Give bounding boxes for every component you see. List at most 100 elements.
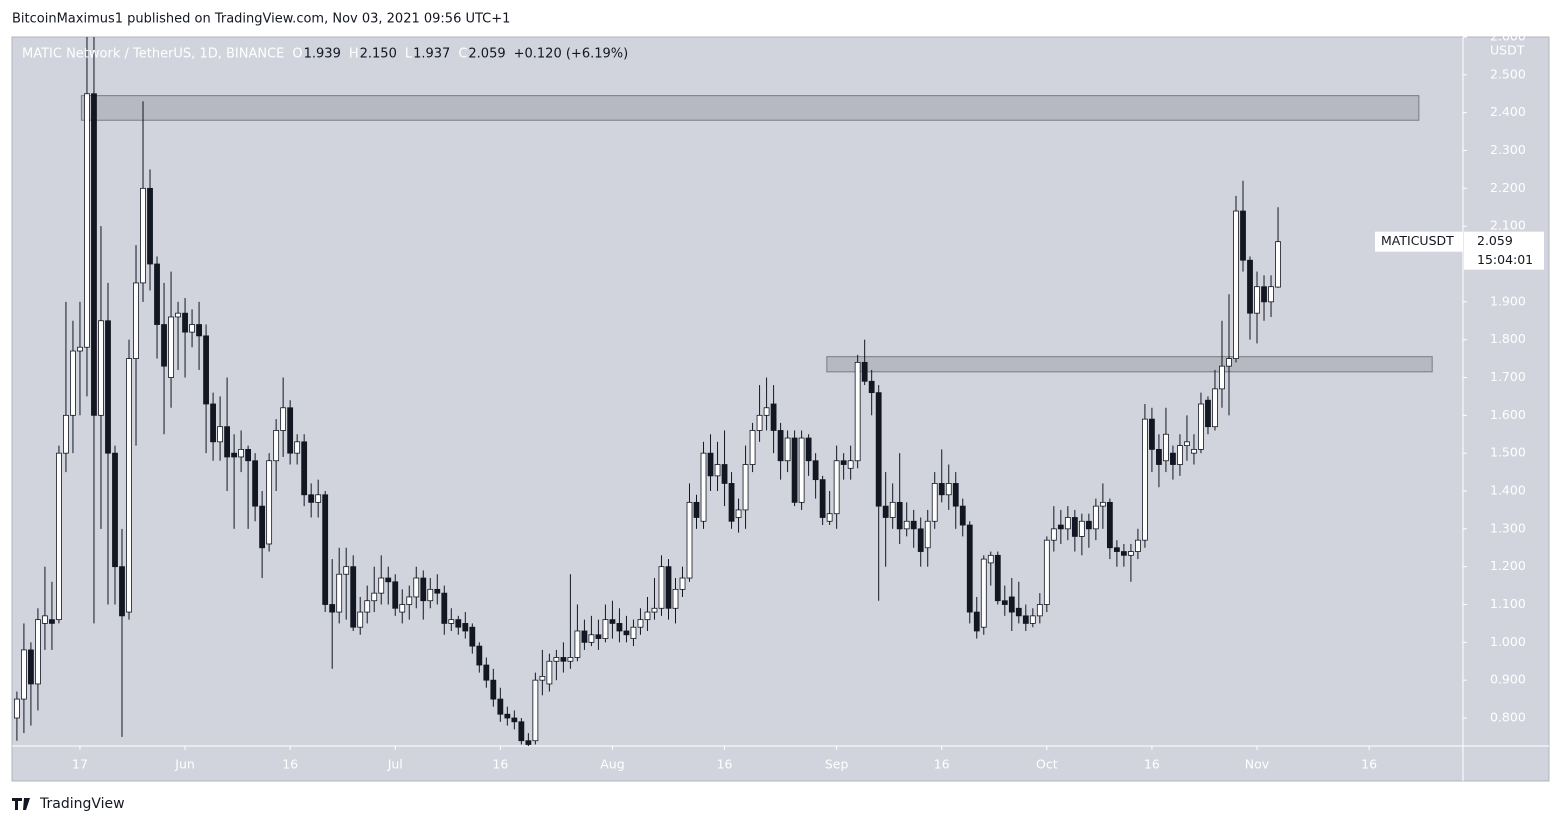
candle-body xyxy=(728,483,735,522)
axis-unit: USDT xyxy=(1490,43,1525,58)
candle-body xyxy=(77,346,83,352)
candle-body xyxy=(161,324,167,367)
candle-body xyxy=(357,611,364,628)
candle-body xyxy=(763,407,770,416)
candle-body xyxy=(112,452,118,568)
candle-body xyxy=(889,501,896,518)
x-tick-label: Jul xyxy=(387,757,403,772)
candle-body xyxy=(182,312,188,333)
x-tick-label: 16 xyxy=(282,757,298,772)
ohlc-value: 2.059 xyxy=(468,47,505,62)
candle-body xyxy=(259,505,266,549)
candle-body xyxy=(560,657,567,662)
candle-body xyxy=(945,483,952,496)
candle-body xyxy=(350,566,357,628)
candle-body xyxy=(721,464,728,484)
candle-body xyxy=(42,615,48,624)
candle-body xyxy=(651,607,658,613)
candle-body xyxy=(1156,448,1162,465)
y-tick-label: 1.400 xyxy=(1490,483,1526,498)
candle-body xyxy=(742,464,749,511)
candle-body xyxy=(616,623,623,632)
candle-body xyxy=(770,403,777,431)
candle-body xyxy=(1219,365,1225,390)
y-tick-label: 0.800 xyxy=(1490,710,1526,725)
x-tick-label: Aug xyxy=(600,757,624,772)
candle-body xyxy=(714,464,721,477)
y-tick-label: 2.600 xyxy=(1490,29,1526,44)
candle-body xyxy=(749,430,756,465)
y-tick-label: 1.900 xyxy=(1490,293,1526,308)
candle-body xyxy=(1120,551,1127,556)
ohlc-legend: O 1.939 H 2.150 L 1.937 C 2.059 +0.120 (+6.19%) xyxy=(292,47,628,62)
candle-body xyxy=(196,324,202,337)
candle-body xyxy=(63,414,69,454)
candle-body xyxy=(693,501,700,518)
y-tick-label: 2.100 xyxy=(1490,218,1526,233)
resistance-zone xyxy=(826,356,1433,373)
chart-frame xyxy=(11,36,1550,782)
price-change: +0.120 (+6.19%) xyxy=(514,47,629,62)
candle-body xyxy=(1268,286,1274,303)
candle-body xyxy=(1078,520,1085,537)
candle-body xyxy=(49,619,55,624)
y-tick-label: 1.600 xyxy=(1490,407,1526,422)
candle-body xyxy=(777,430,784,462)
candle-body xyxy=(1071,517,1078,537)
ohlc-value: 1.937 xyxy=(413,47,450,62)
candle-body xyxy=(462,623,469,632)
candle-body xyxy=(980,558,987,628)
candle-body xyxy=(1092,505,1099,530)
candle-body xyxy=(595,634,602,639)
x-tick-label: 16 xyxy=(492,757,508,772)
candle-body xyxy=(1015,607,1022,617)
y-tick-label: 2.500 xyxy=(1490,66,1526,81)
candle-body xyxy=(798,437,805,503)
candle-body xyxy=(511,717,518,723)
candle-body xyxy=(581,630,588,643)
candle-body xyxy=(1050,528,1057,541)
candle-body xyxy=(826,513,833,522)
ohlc-value: 2.150 xyxy=(360,47,397,62)
candle-body xyxy=(434,588,441,594)
bar-countdown: 15:04:01 xyxy=(1477,252,1533,267)
candle-body xyxy=(525,740,532,745)
candle-body xyxy=(308,494,315,503)
candle-body xyxy=(420,577,427,602)
candle-body xyxy=(378,577,385,594)
candle-body xyxy=(840,460,847,465)
candle-body xyxy=(1099,501,1106,507)
x-tick-label: 16 xyxy=(717,757,733,772)
candle-body xyxy=(1247,259,1253,314)
candle-body xyxy=(210,403,216,443)
candle-body xyxy=(553,657,560,662)
candle-body xyxy=(490,679,497,700)
candle-body xyxy=(1275,241,1281,288)
candle-body xyxy=(217,426,223,443)
candle-body xyxy=(875,392,882,507)
ohlc-value: 1.939 xyxy=(304,47,341,62)
candle-body xyxy=(483,664,490,681)
candle-body xyxy=(1043,539,1050,605)
candle-body xyxy=(1064,517,1071,530)
candle-body xyxy=(819,479,826,518)
candle-body xyxy=(735,509,742,518)
candle-body xyxy=(133,282,139,359)
x-tick-label: 16 xyxy=(1361,757,1377,772)
candle-body xyxy=(854,361,861,462)
candle-body xyxy=(805,437,812,462)
candle-body xyxy=(700,452,707,522)
candle-body xyxy=(756,414,763,431)
candle-body xyxy=(637,619,644,628)
candle-body xyxy=(1261,286,1267,303)
candle-body xyxy=(994,554,1001,602)
price-label-box xyxy=(1464,231,1544,270)
candle-body xyxy=(1085,520,1092,530)
candle-body xyxy=(609,619,616,624)
axes: 0.800 0.900 1.000 1.100 1.200 1.300 1.400 1.500… xyxy=(72,29,1544,772)
plot-area xyxy=(14,37,1433,746)
candle-body xyxy=(1001,600,1008,605)
candle-body xyxy=(1233,210,1239,359)
y-tick-label: 2.300 xyxy=(1490,142,1526,157)
